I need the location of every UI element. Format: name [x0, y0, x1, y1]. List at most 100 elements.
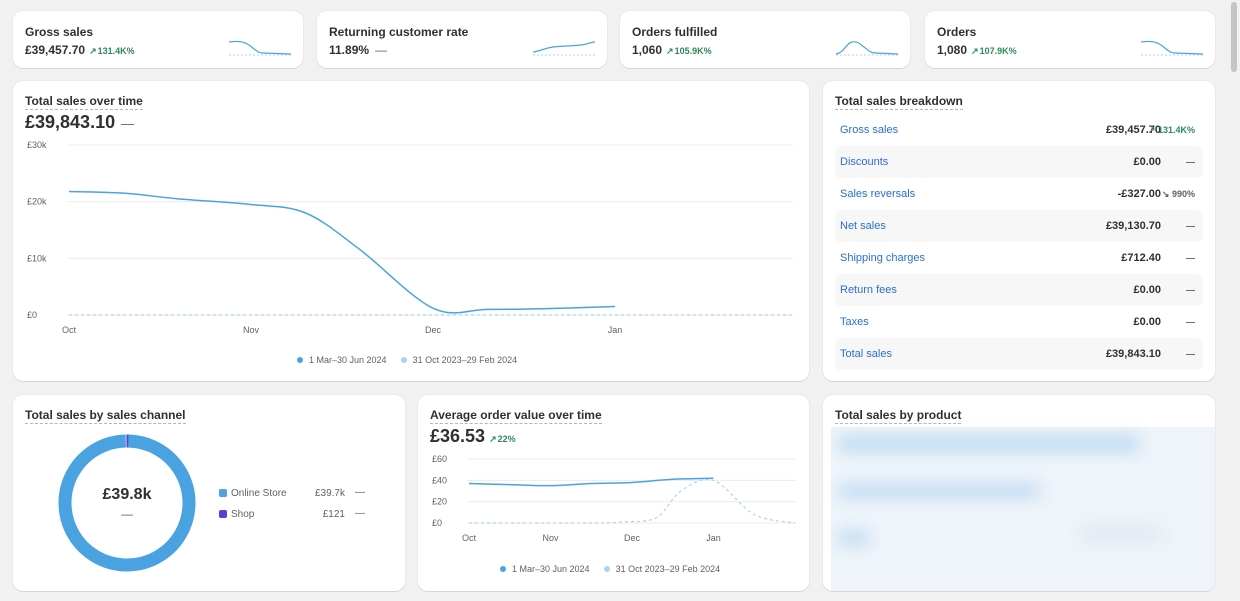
kpi-card-orders[interactable]: Orders 1,080 ↗107.9K% [925, 11, 1215, 68]
card-title[interactable]: Total sales by product [835, 408, 962, 424]
sales-over-time-card: Total sales over time £39,843.10— £30k £2… [13, 81, 809, 381]
sales-channel-card: Total sales by sales channel £39.8k — On… [13, 395, 405, 591]
legend-label: 1 Mar–30 Jun 2024 [309, 355, 387, 365]
breakdown-row: Total sales £39,843.10 — [835, 338, 1203, 370]
breakdown-label-link[interactable]: Discounts [840, 156, 889, 168]
channel-legend-shop[interactable]: Shop £121 — [219, 508, 369, 522]
x-tick-label: Jan [706, 533, 721, 543]
metric-change: 22% [497, 434, 516, 444]
legend-item-current[interactable]: 1 Mar–30 Jun 2024 [297, 355, 387, 365]
breakdown-value: £39,130.70 [1105, 220, 1161, 232]
x-tick-label: Oct [62, 325, 77, 335]
kpi-value: 1,060 ↗105.9K% [632, 43, 712, 57]
breakdown-change-text: 131.4K% [1157, 124, 1195, 135]
breakdown-label-link[interactable]: Gross sales [840, 124, 899, 136]
donut-slice-online-store[interactable] [58, 434, 196, 572]
channel-change: — [355, 487, 365, 498]
kpi-card-returning-customer-rate[interactable]: Returning customer rate 11.89% — [317, 11, 607, 68]
breakdown-row: Taxes £0.00 — [835, 306, 1203, 338]
breakdown-row: Sales reversals -£327.00 ↘ 990% [835, 178, 1203, 210]
breakdown-label-link[interactable]: Sales reversals [840, 188, 916, 200]
chart-legend: 1 Mar–30 Jun 2024 31 Oct 2023–29 Feb 202… [297, 355, 517, 365]
kpi-change: 131.4K% [97, 46, 135, 56]
sparkline [533, 41, 595, 56]
breakdown-label-link[interactable]: Total sales [840, 348, 892, 360]
series-line-current[interactable] [468, 477, 714, 487]
sparkline [836, 41, 898, 56]
donut-center-change: — [121, 507, 133, 521]
breakdown-label-link[interactable]: Taxes [840, 316, 869, 328]
series-line-current[interactable] [68, 190, 616, 314]
channel-label: Shop [231, 509, 255, 520]
y-tick-label: £40 [432, 475, 447, 485]
breakdown-row: Shipping charges £712.40 — [835, 242, 1203, 274]
sales-by-product-card: Total sales by product [823, 395, 1215, 591]
metric-value: £39,843.10— [25, 112, 135, 132]
trend-up-icon: ↗ [489, 434, 497, 444]
y-tick-label: £20 [432, 497, 447, 507]
breakdown-value: £0.00 [1133, 316, 1161, 328]
legend-item-current[interactable]: 1 Mar–30 Jun 2024 [500, 564, 590, 574]
page-scrollbar[interactable] [1230, 0, 1238, 601]
scrollbar-thumb[interactable] [1231, 2, 1237, 72]
x-tick-label: Jan [608, 325, 623, 335]
kpi-title[interactable]: Orders fulfilled [632, 25, 718, 39]
breakdown-change-text: 990% [1171, 188, 1195, 199]
legend-item-previous[interactable]: 31 Oct 2023–29 Feb 2024 [603, 564, 720, 574]
legend-label: 31 Oct 2023–29 Feb 2024 [412, 355, 518, 365]
y-tick-label: £0 [27, 310, 37, 320]
x-tick-label: Dec [624, 533, 641, 543]
breakdown-value: £39,457.70 [1105, 124, 1161, 136]
kpi-value: 1,080 ↗107.9K% [937, 43, 1017, 57]
kpi-card-gross-sales[interactable]: Gross sales £39,457.70 ↗131.4K% [13, 11, 303, 68]
breakdown-change-text: — [1186, 285, 1195, 295]
sales-line-chart: £30k £20k £10k £0 Oct Nov Dec Jan [27, 140, 793, 335]
kpi-value: £39,457.70 ↗131.4K% [25, 43, 135, 57]
kpi-title[interactable]: Orders [937, 25, 977, 39]
breakdown-row: Discounts £0.00 — [835, 146, 1203, 178]
kpi-card-orders-fulfilled[interactable]: Orders fulfilled 1,060 ↗105.9K% [620, 11, 910, 68]
channel-label: Online Store [231, 488, 287, 499]
breakdown-row: Return fees £0.00 — [835, 274, 1203, 306]
breakdown-change-text: — [1186, 221, 1195, 231]
legend-swatch [219, 510, 227, 518]
breakdown-label-link[interactable]: Shipping charges [840, 252, 926, 264]
breakdown-row: Gross sales £39,457.70 ↗ 131.4K% [835, 114, 1203, 146]
channel-donut-chart [58, 434, 196, 572]
card-title[interactable]: Total sales over time [25, 94, 143, 110]
breakdown-change: — [1186, 317, 1195, 327]
channel-legend-online-store[interactable]: Online Store £39.7k — [219, 487, 369, 501]
x-tick-label: Nov [542, 533, 559, 543]
trend-up-icon: ↗ [89, 46, 97, 56]
breakdown-value: £712.40 [1121, 252, 1161, 264]
y-tick-label: £0 [432, 518, 442, 528]
legend-label: 1 Mar–30 Jun 2024 [512, 564, 590, 574]
y-tick-label: £10k [27, 253, 47, 263]
breakdown-change: ↗ 131.4K% [1148, 125, 1195, 136]
sparkline [229, 40, 291, 56]
breakdown-label-link[interactable]: Return fees [840, 284, 897, 296]
card-title[interactable]: Total sales by sales channel [25, 408, 186, 424]
blurred-product-list [831, 427, 1215, 591]
card-title[interactable]: Average order value over time [430, 408, 602, 424]
kpi-title[interactable]: Gross sales [25, 25, 94, 39]
breakdown-value: £39,843.10 [1105, 348, 1161, 360]
breakdown-change: — [1186, 285, 1195, 295]
aov-card: Average order value over time £36.53 ↗22%… [418, 395, 809, 591]
breakdown-label-link[interactable]: Net sales [840, 220, 886, 232]
trend-up-icon: ↗ [666, 46, 674, 56]
breakdown-change-text: — [1186, 253, 1195, 263]
kpi-title[interactable]: Returning customer rate [329, 25, 469, 39]
x-tick-label: Dec [425, 325, 442, 335]
sales-breakdown-card: Total sales breakdown Gross sales £39,457… [823, 81, 1215, 381]
trend-up-icon: ↗ [971, 46, 979, 56]
y-tick-label: £60 [432, 454, 447, 464]
breakdown-value: £0.00 [1133, 156, 1161, 168]
legend-item-previous[interactable]: 31 Oct 2023–29 Feb 2024 [400, 355, 518, 365]
card-title[interactable]: Total sales breakdown [835, 94, 963, 110]
sparkline [1141, 40, 1203, 56]
metric-change: — [121, 116, 135, 131]
y-tick-label: £20k [27, 197, 47, 207]
kpi-change: — [375, 43, 388, 57]
kpi-change: 107.9K% [979, 46, 1017, 56]
